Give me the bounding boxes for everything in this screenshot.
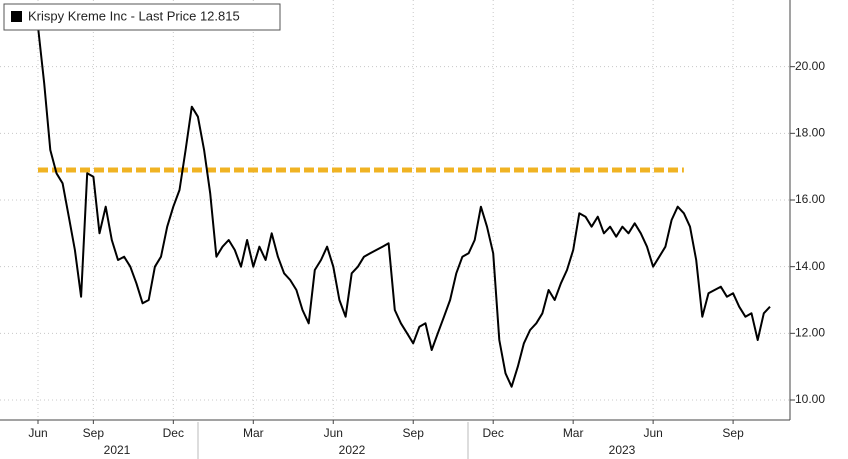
y-tick-label: 14.00 xyxy=(795,259,825,273)
legend-label: Krispy Kreme Inc - Last Price 12.815 xyxy=(28,8,240,23)
y-tick-label: 16.00 xyxy=(795,192,825,206)
x-tick-label: Dec xyxy=(483,426,504,440)
year-label: 2021 xyxy=(104,443,131,457)
x-tick-label: Sep xyxy=(83,426,105,440)
x-tick-label: Mar xyxy=(563,426,584,440)
year-label: 2022 xyxy=(339,443,366,457)
x-tick-label: Jun xyxy=(28,426,47,440)
x-tick-label: Dec xyxy=(163,426,184,440)
legend-swatch xyxy=(11,11,22,22)
y-tick-label: 10.00 xyxy=(795,392,825,406)
x-tick-label: Jun xyxy=(324,426,343,440)
x-tick-label: Sep xyxy=(722,426,744,440)
legend-box xyxy=(3,3,281,31)
y-tick-label: 18.00 xyxy=(795,126,825,140)
y-tick-label: 20.00 xyxy=(795,59,825,73)
price-line xyxy=(37,26,771,388)
x-tick-label: Mar xyxy=(243,426,264,440)
year-label: 2023 xyxy=(609,443,636,457)
y-tick-label: 12.00 xyxy=(795,326,825,340)
x-tick-label: Jun xyxy=(643,426,662,440)
x-tick-label: Sep xyxy=(403,426,425,440)
